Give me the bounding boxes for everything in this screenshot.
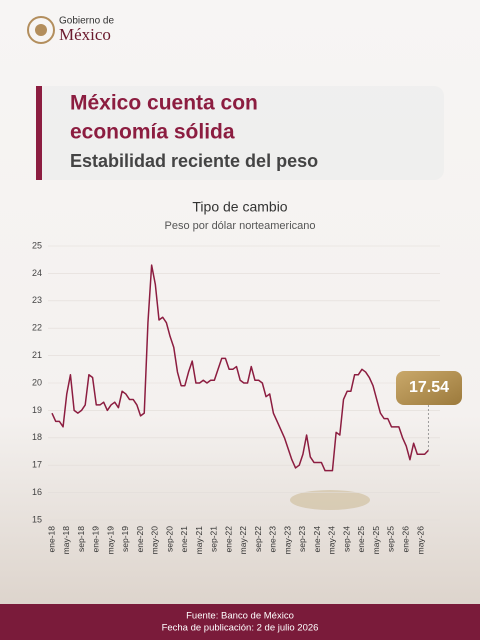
footer-band [0, 604, 480, 640]
x-tick-label: may-26 [415, 526, 425, 555]
subtitle: Estabilidad reciente del peso [70, 151, 318, 171]
x-tick-label: sep-18 [76, 526, 86, 552]
x-tick-label: may-19 [105, 526, 115, 555]
y-tick-label: 15 [32, 514, 42, 524]
x-tick-label: ene-26 [400, 526, 410, 553]
logo-emblem-center [35, 24, 47, 36]
x-tick-label: ene-24 [312, 526, 322, 553]
callout-label: 17.54 [409, 379, 449, 396]
x-tick-label: ene-19 [91, 526, 101, 553]
x-tick-label: may-18 [61, 526, 71, 555]
title-accent [36, 86, 42, 180]
x-tick-label: ene-23 [268, 526, 278, 553]
logo-text: Gobierno de [59, 16, 114, 27]
x-tick-label: may-24 [327, 526, 337, 555]
x-tick-label: ene-20 [135, 526, 145, 553]
x-tick-label: sep-23 [297, 526, 307, 552]
callout-box [396, 371, 462, 405]
y-tick-label: 18 [32, 432, 42, 442]
y-tick-label: 21 [32, 350, 42, 360]
x-tick-label: ene-22 [223, 526, 233, 553]
x-tick-label: may-23 [282, 526, 292, 555]
y-tick-label: 23 [32, 295, 42, 305]
chart-subtitle: Peso por dólar norteamericano [164, 220, 315, 232]
x-tick-label: sep-19 [120, 526, 130, 552]
x-tick-label: sep-25 [386, 526, 396, 552]
chart-title: Tipo de cambio [192, 199, 287, 215]
x-tick-label: may-20 [150, 526, 160, 555]
footer-source: Fuente: Banco de México [186, 611, 294, 622]
x-tick-label: sep-24 [341, 526, 351, 552]
x-tick-label: sep-21 [209, 526, 219, 552]
footer-date: Fecha de publicación: 2 de julio 2026 [162, 623, 319, 634]
logo-emblem [27, 16, 55, 44]
y-tick-label: 24 [32, 268, 42, 278]
y-tick-label: 25 [32, 240, 42, 250]
x-tick-label: ene-18 [46, 526, 56, 553]
line [51, 264, 429, 472]
x-tick-label: sep-20 [164, 526, 174, 552]
x-tick-label: sep-22 [253, 526, 263, 552]
logo-text: México [59, 25, 111, 44]
coins [290, 490, 370, 510]
title: México cuenta con [70, 92, 258, 115]
y-tick-label: 20 [32, 377, 42, 387]
y-tick-label: 22 [32, 323, 42, 333]
y-tick-label: 19 [32, 405, 42, 415]
x-tick-label: ene-21 [179, 526, 189, 553]
y-tick-label: 17 [32, 460, 42, 470]
x-tick-label: may-22 [238, 526, 248, 555]
title-panel [36, 86, 444, 180]
title: economía sólida [70, 121, 235, 144]
x-tick-label: may-25 [371, 526, 381, 555]
x-tick-label: may-21 [194, 526, 204, 555]
x-tick-label: ene-25 [356, 526, 366, 553]
y-tick-label: 16 [32, 487, 42, 497]
